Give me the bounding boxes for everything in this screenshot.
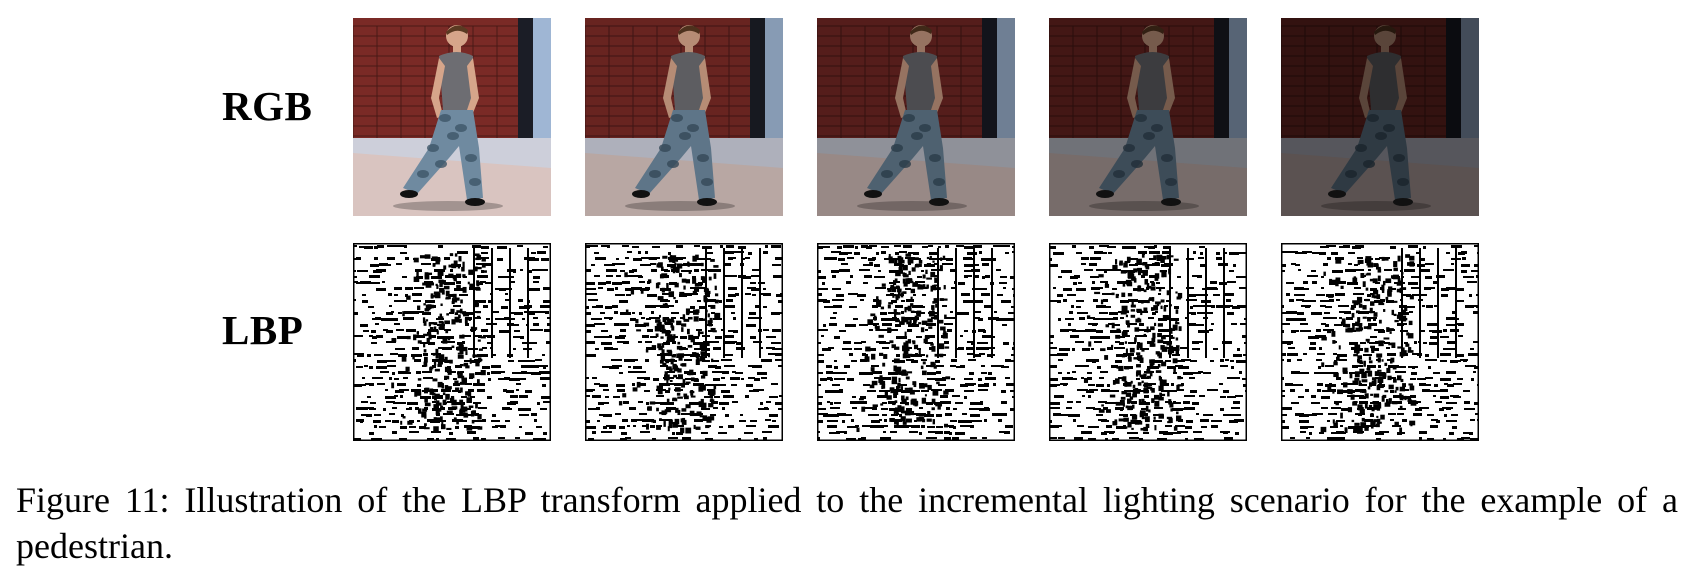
lbp-texture-map [585, 243, 783, 441]
lbp-texture-map [817, 243, 1015, 441]
lbp-image-5 [1281, 243, 1479, 441]
pedestrian-photo [353, 18, 551, 216]
rgb-image-4 [1049, 18, 1247, 216]
pedestrian-photo [1049, 18, 1247, 216]
figure-caption: Figure 11: Illustration of the LBP trans… [16, 480, 1678, 566]
pedestrian-photo [1281, 18, 1479, 216]
lbp-texture-map [353, 243, 551, 441]
row-label-lbp: LBP [222, 307, 304, 353]
rgb-image-5 [1281, 18, 1479, 216]
lbp-image-2 [585, 243, 783, 441]
pedestrian-photo [817, 18, 1015, 216]
lbp-texture-map [1281, 243, 1479, 441]
lbp-image-3 [817, 243, 1015, 441]
rgb-image-1 [353, 18, 551, 216]
pedestrian-photo [585, 18, 783, 216]
lbp-texture-map [1049, 243, 1247, 441]
rgb-image-3 [817, 18, 1015, 216]
row-label-rgb: RGB [222, 83, 313, 129]
rgb-image-2 [585, 18, 783, 216]
lbp-image-4 [1049, 243, 1247, 441]
lbp-image-1 [353, 243, 551, 441]
